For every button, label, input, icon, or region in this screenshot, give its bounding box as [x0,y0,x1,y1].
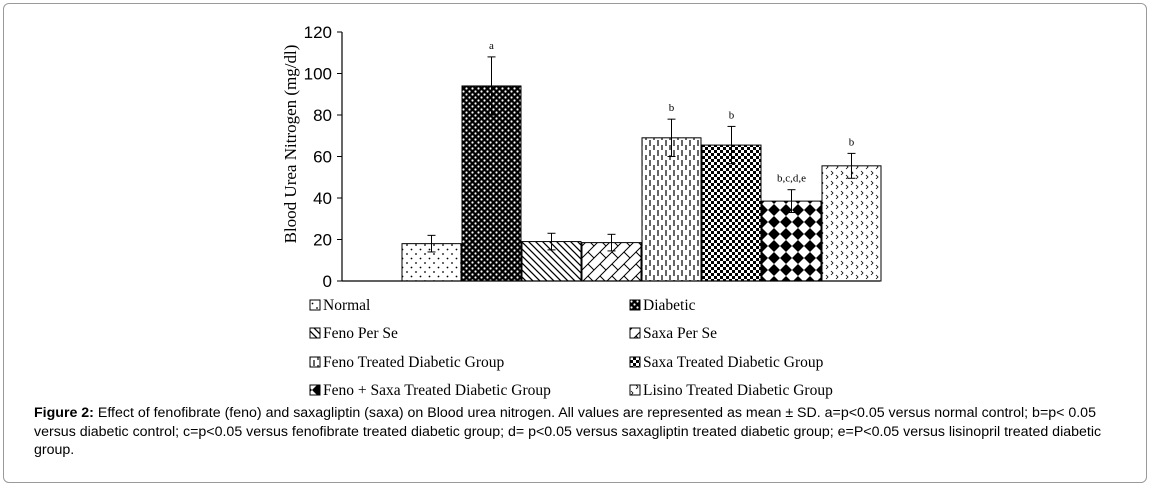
bar [821,165,882,282]
legend-swatch [629,384,641,396]
legend-swatch [629,356,641,368]
legend-label: Feno Treated Diabetic Group [323,354,504,371]
legend-label: Lisino Treated Diabetic Group [643,382,833,399]
significance-label: b [729,109,735,121]
legend-swatch [629,327,641,339]
bar [761,200,822,282]
legend-swatch [309,299,321,311]
legend-swatch [629,299,641,311]
bars-layer: a b b b,c,d,e b [401,40,882,282]
legend-item: Feno Treated Diabetic Group [309,354,504,371]
legend-label: Normal [323,297,370,314]
caption-text: Effect of fenofibrate (feno) and saxagli… [34,405,1102,458]
significance-label: b,c,d,e [777,173,806,185]
legend-label: Feno Per Se [323,325,398,342]
legend-item: Feno + Saxa Treated Diabetic Group [309,382,551,399]
legend-item: Lisino Treated Diabetic Group [629,382,833,399]
bar-chart: a b b b,c,d,e b 0 20 40 60 80 100 120 Blood Urea N… [281,23,882,399]
legend-item: Normal [309,297,370,314]
legend-swatch [309,327,321,339]
caption-label: Figure 2: [34,405,94,421]
bar [701,144,762,282]
y-axis-label: Blood Urea Nitrogen (mg/dl) [281,45,300,244]
y-tick-label: 60 [313,148,332,167]
y-tick-label: 40 [313,189,332,208]
y-tick-label: 80 [313,106,332,125]
legend-swatch [309,384,321,396]
legend-item: Feno Per Se [309,325,398,342]
legend-label: Saxa Treated Diabetic Group [643,354,824,371]
y-axis: 0 20 40 60 80 100 120 [304,23,880,291]
significance-label: a [489,40,494,52]
legend: Normal Diabetic Feno Per Se Saxa Per Se Feno… [309,297,833,399]
y-tick-label: 100 [304,65,332,84]
legend-item: Saxa Per Se [629,325,717,342]
figure-frame [3,3,1147,483]
legend-label: Saxa Per Se [643,325,717,342]
significance-label: b [669,102,675,114]
legend-swatch [309,356,321,368]
legend-label: Feno + Saxa Treated Diabetic Group [323,382,551,399]
bar [641,137,702,282]
legend-item: Diabetic [629,297,696,314]
legend-label: Diabetic [643,297,696,314]
y-tick-label: 0 [323,272,332,291]
significance-label: b [849,136,855,148]
y-tick-label: 20 [313,231,332,250]
legend-item: Saxa Treated Diabetic Group [629,354,824,371]
y-tick-label: 120 [304,23,332,42]
figure-caption: Figure 2: Effect of fenofibrate (feno) a… [34,404,1124,460]
